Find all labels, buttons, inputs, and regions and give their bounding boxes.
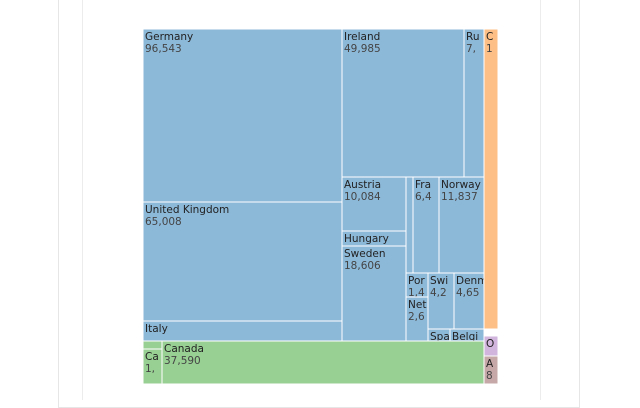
treemap-label-ireland: Ireland (344, 31, 380, 43)
treemap-label-car: Ca (145, 351, 159, 363)
treemap-label-canada: Canada (164, 343, 204, 355)
treemap-cell-ireland[interactable] (341, 29, 465, 178)
treemap-value-sweden: 18,606 (344, 260, 381, 272)
treemap-label-belgium: Belgi (452, 331, 478, 343)
treemap-value-australia: 8 (486, 370, 493, 382)
treemap-value-austria: 10,084 (344, 191, 381, 203)
page-margin-line (540, 0, 541, 400)
treemap-label-netherlands: Net (408, 299, 426, 311)
treemap-label-hungary: Hungary (344, 233, 389, 245)
treemap-label-united-kingdom: United Kingdom (145, 204, 229, 216)
treemap-value-germany: 96,543 (145, 43, 182, 55)
treemap-value-netherlands: 2,6 (408, 311, 425, 323)
treemap-value-canada: 37,590 (164, 355, 201, 367)
treemap-cell-canada[interactable] (161, 340, 485, 384)
treemap-label-spain: Spa (430, 331, 450, 343)
treemap-cell-sweden[interactable] (341, 245, 407, 342)
treemap-value-france: 6,4 (415, 191, 432, 203)
treemap-cell-italy[interactable] (143, 320, 343, 342)
treemap-cell-france[interactable] (412, 176, 440, 274)
treemap-cell-denmark[interactable] (453, 272, 485, 330)
treemap-label-russia: Ru (466, 31, 479, 43)
treemap-value-united-kingdom: 65,008 (145, 216, 182, 228)
treemap-label-australia: A (486, 358, 494, 370)
treemap-label-austria: Austria (344, 179, 381, 191)
treemap-label-germany: Germany (145, 31, 193, 43)
treemap-value-russia: 7, (466, 43, 476, 55)
treemap-label-other: O (486, 338, 494, 350)
treemap-label-sweden: Sweden (344, 248, 386, 260)
treemap-cell-p[interactable] (405, 176, 414, 274)
treemap-label-china: C (486, 31, 493, 43)
treemap-cell-austria[interactable] (341, 176, 407, 232)
treemap-value-ireland: 49,985 (344, 43, 381, 55)
treemap-cell-australia[interactable] (483, 355, 498, 384)
treemap-value-car: 1, (145, 363, 155, 375)
treemap-cell-china[interactable] (483, 29, 498, 330)
treemap-value-denmark: 4,65 (456, 287, 479, 299)
treemap-cell-mexico[interactable] (143, 340, 163, 350)
treemap-cell-car[interactable] (143, 348, 163, 384)
treemap-cell-united-kingdom[interactable] (143, 201, 343, 322)
page-margin-line (82, 0, 83, 400)
treemap-cell-norway[interactable] (438, 176, 485, 274)
treemap-value-norway: 11,837 (441, 191, 478, 203)
treemap-label-portugal: Por (408, 275, 425, 287)
treemap-label-norway: Norway (441, 179, 481, 191)
treemap-value-switzerland: 4,2 (430, 287, 447, 299)
treemap-value-portugal: 1,4 (408, 287, 425, 299)
treemap-label-switzerland: Swi (430, 275, 448, 287)
treemap-label-denmark: Denm (456, 275, 487, 287)
treemap-value-china: 1 (486, 43, 493, 55)
treemap-cell-germany[interactable] (143, 29, 343, 203)
treemap-label-france: Fra (415, 179, 431, 191)
treemap-label-italy: Italy (145, 323, 168, 335)
